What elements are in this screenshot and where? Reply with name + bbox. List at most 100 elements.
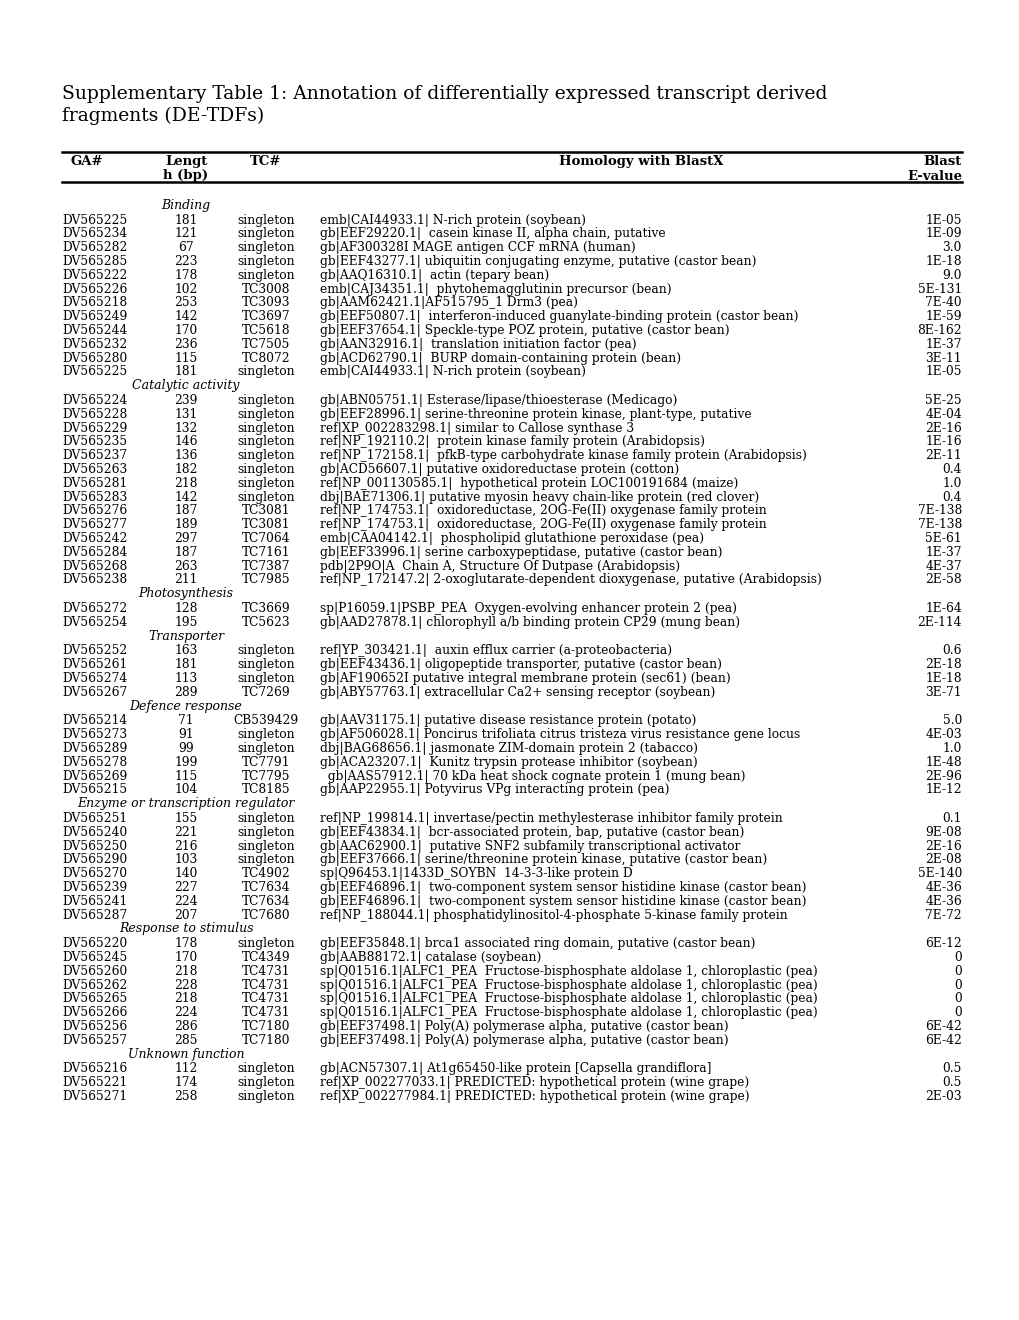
Text: ref|NP_192110.2|  protein kinase family protein (Arabidopsis): ref|NP_192110.2| protein kinase family p… <box>320 436 704 449</box>
Text: 115: 115 <box>174 351 198 364</box>
Text: 104: 104 <box>174 783 198 796</box>
Text: gb|EEF33996.1| serine carboxypeptidase, putative (castor bean): gb|EEF33996.1| serine carboxypeptidase, … <box>320 545 721 558</box>
Text: TC5618: TC5618 <box>242 323 290 337</box>
Text: 1.0: 1.0 <box>942 477 961 490</box>
Text: TC7634: TC7634 <box>242 880 290 894</box>
Text: 187: 187 <box>174 545 198 558</box>
Text: gb|EEF37654.1| Speckle-type POZ protein, putative (castor bean): gb|EEF37654.1| Speckle-type POZ protein,… <box>320 323 729 337</box>
Text: 128: 128 <box>174 602 198 615</box>
Text: gb|ACD62790.1|  BURP domain-containing protein (bean): gb|ACD62790.1| BURP domain-containing pr… <box>320 351 681 364</box>
Text: DV565251: DV565251 <box>62 812 127 825</box>
Text: 0.6: 0.6 <box>942 644 961 657</box>
Text: 195: 195 <box>174 616 198 628</box>
Text: DV565225: DV565225 <box>62 214 127 227</box>
Text: 1E-12: 1E-12 <box>924 783 961 796</box>
Text: TC7985: TC7985 <box>242 573 290 586</box>
Text: 218: 218 <box>174 965 198 978</box>
Text: 178: 178 <box>174 269 198 281</box>
Text: TC4349: TC4349 <box>242 950 290 964</box>
Text: 103: 103 <box>174 854 198 866</box>
Text: 2E-16: 2E-16 <box>924 421 961 434</box>
Text: DV565216: DV565216 <box>62 1063 127 1076</box>
Text: DV565228: DV565228 <box>62 408 127 421</box>
Text: 199: 199 <box>174 756 198 768</box>
Text: 7E-72: 7E-72 <box>924 908 961 921</box>
Text: DV565222: DV565222 <box>62 269 127 281</box>
Text: sp|Q96453.1|1433D_SOYBN  14-3-3-like protein D: sp|Q96453.1|1433D_SOYBN 14-3-3-like prot… <box>320 867 632 880</box>
Text: gb|AAV31175.1| putative disease resistance protein (potato): gb|AAV31175.1| putative disease resistan… <box>320 714 696 727</box>
Text: 3.0: 3.0 <box>942 242 961 255</box>
Text: 263: 263 <box>174 560 198 573</box>
Text: 181: 181 <box>174 214 198 227</box>
Text: 4E-04: 4E-04 <box>924 408 961 421</box>
Text: DV565271: DV565271 <box>62 1090 127 1104</box>
Text: gb|EEF43834.1|  bcr-associated protein, bap, putative (castor bean): gb|EEF43834.1| bcr-associated protein, b… <box>320 826 744 838</box>
Text: 228: 228 <box>174 978 198 991</box>
Text: TC3697: TC3697 <box>242 310 290 323</box>
Text: 1E-09: 1E-09 <box>924 227 961 240</box>
Text: 0: 0 <box>954 950 961 964</box>
Text: 1E-05: 1E-05 <box>924 214 961 227</box>
Text: singleton: singleton <box>237 463 294 477</box>
Text: Photosynthesis: Photosynthesis <box>139 587 233 601</box>
Text: 1E-16: 1E-16 <box>924 436 961 449</box>
Text: 5E-140: 5E-140 <box>917 867 961 880</box>
Text: gb|ACA23207.1|  Kunitz trypsin protease inhibitor (soybean): gb|ACA23207.1| Kunitz trypsin protease i… <box>320 756 697 768</box>
Text: Lengt
h (bp): Lengt h (bp) <box>163 154 208 182</box>
Text: DV565254: DV565254 <box>62 616 127 628</box>
Text: GA#: GA# <box>70 154 103 168</box>
Text: gb|ACN57307.1| At1g65450-like protein [Capsella grandiflora]: gb|ACN57307.1| At1g65450-like protein [C… <box>320 1063 710 1076</box>
Text: 155: 155 <box>174 812 198 825</box>
Text: singleton: singleton <box>237 1076 294 1089</box>
Text: 5E-61: 5E-61 <box>924 532 961 545</box>
Text: gb|EEF29220.1|  casein kinase II, alpha chain, putative: gb|EEF29220.1| casein kinase II, alpha c… <box>320 227 665 240</box>
Text: 1E-05: 1E-05 <box>924 366 961 379</box>
Text: 239: 239 <box>174 393 198 407</box>
Text: 207: 207 <box>174 908 198 921</box>
Text: 7E-138: 7E-138 <box>917 519 961 531</box>
Text: DV565273: DV565273 <box>62 729 127 742</box>
Text: DV565260: DV565260 <box>62 965 127 978</box>
Text: DV565256: DV565256 <box>62 1020 127 1034</box>
Text: 140: 140 <box>174 867 198 880</box>
Text: 174: 174 <box>174 1076 198 1089</box>
Text: 0.4: 0.4 <box>942 463 961 477</box>
Text: DV565242: DV565242 <box>62 532 127 545</box>
Text: ref|NP_188044.1| phosphatidylinositol-4-phosphate 5-kinase family protein: ref|NP_188044.1| phosphatidylinositol-4-… <box>320 908 787 921</box>
Text: 4E-03: 4E-03 <box>924 729 961 742</box>
Text: gb|AAQ16310.1|  actin (tepary bean): gb|AAQ16310.1| actin (tepary bean) <box>320 269 548 281</box>
Text: DV565263: DV565263 <box>62 463 127 477</box>
Text: TC7180: TC7180 <box>242 1034 290 1047</box>
Text: ref|XP_002277033.1| PREDICTED: hypothetical protein (wine grape): ref|XP_002277033.1| PREDICTED: hypotheti… <box>320 1076 749 1089</box>
Text: 1E-18: 1E-18 <box>924 672 961 685</box>
Text: ref|NP_199814.1| invertase/pectin methylesterase inhibitor family protein: ref|NP_199814.1| invertase/pectin methyl… <box>320 812 782 825</box>
Text: 2E-114: 2E-114 <box>917 616 961 628</box>
Text: gb|EEF46896.1|  two-component system sensor histidine kinase (castor bean): gb|EEF46896.1| two-component system sens… <box>320 880 806 894</box>
Text: singleton: singleton <box>237 644 294 657</box>
Text: 286: 286 <box>174 1020 198 1034</box>
Text: DV565229: DV565229 <box>62 421 127 434</box>
Text: singleton: singleton <box>237 840 294 853</box>
Text: TC3081: TC3081 <box>242 504 290 517</box>
Text: pdb|2P9O|A  Chain A, Structure Of Dutpase (Arabidopsis): pdb|2P9O|A Chain A, Structure Of Dutpase… <box>320 560 680 573</box>
Text: DV565257: DV565257 <box>62 1034 127 1047</box>
Text: dbj|BAE71306.1| putative myosin heavy chain-like protein (red clover): dbj|BAE71306.1| putative myosin heavy ch… <box>320 491 758 504</box>
Text: DV565249: DV565249 <box>62 310 127 323</box>
Text: 163: 163 <box>174 644 198 657</box>
Text: 211: 211 <box>174 573 198 586</box>
Text: 0: 0 <box>954 965 961 978</box>
Text: gb|AAP22955.1| Potyvirus VPg interacting protein (pea): gb|AAP22955.1| Potyvirus VPg interacting… <box>320 783 668 796</box>
Text: TC3669: TC3669 <box>242 602 290 615</box>
Text: DV565237: DV565237 <box>62 449 127 462</box>
Text: Supplementary Table 1: Annotation of differentially expressed transcript derived: Supplementary Table 1: Annotation of dif… <box>62 84 826 103</box>
Text: 218: 218 <box>174 993 198 1006</box>
Text: singleton: singleton <box>237 242 294 255</box>
Text: 6E-12: 6E-12 <box>924 937 961 950</box>
Text: DV565270: DV565270 <box>62 867 127 880</box>
Text: 170: 170 <box>174 950 198 964</box>
Text: fragments (DE-TDFs): fragments (DE-TDFs) <box>62 107 264 125</box>
Text: singleton: singleton <box>237 366 294 379</box>
Text: DV565276: DV565276 <box>62 504 127 517</box>
Text: Homology with BlastX: Homology with BlastX <box>558 154 722 168</box>
Text: TC7791: TC7791 <box>242 756 290 768</box>
